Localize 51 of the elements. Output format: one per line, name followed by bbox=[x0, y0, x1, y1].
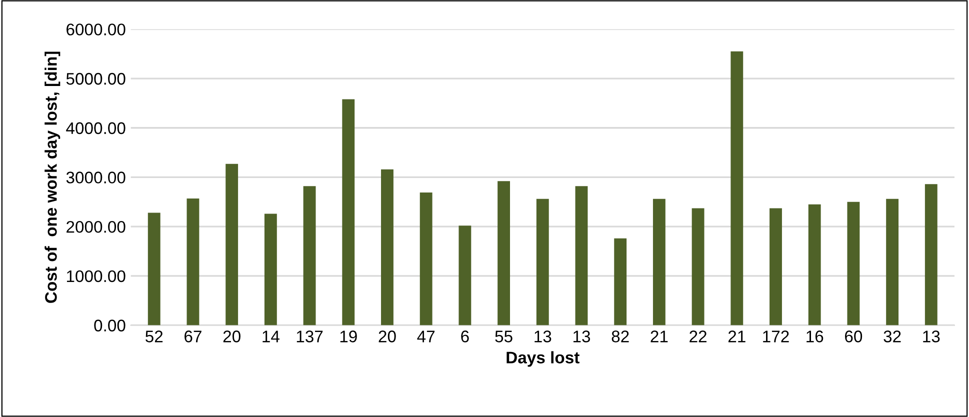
bar bbox=[420, 192, 432, 326]
x-tick-label: 13 bbox=[534, 330, 552, 342]
y-axis-title: Cost of one work day lost, [din] bbox=[44, 52, 60, 303]
bar bbox=[924, 184, 938, 326]
bar bbox=[847, 202, 860, 326]
x-tick-label: 6 bbox=[461, 330, 469, 342]
x-tick-label: 19 bbox=[340, 330, 357, 342]
x-tick-label: 22 bbox=[690, 330, 706, 342]
x-tick-label: 16 bbox=[806, 330, 824, 342]
x-tick-label: 32 bbox=[884, 330, 901, 342]
bar bbox=[536, 198, 549, 326]
bar bbox=[614, 238, 627, 326]
bar bbox=[886, 198, 899, 326]
y-tick-label: 2000.00 bbox=[66, 220, 126, 233]
x-axis-title: Days lost bbox=[506, 351, 580, 367]
y-tick-label: 6000.00 bbox=[66, 24, 126, 36]
bar bbox=[458, 226, 472, 326]
bar bbox=[303, 186, 316, 326]
bar bbox=[808, 204, 821, 326]
x-tick-label: 20 bbox=[223, 330, 240, 342]
x-tick-label: 47 bbox=[417, 330, 435, 342]
bar bbox=[498, 181, 510, 326]
x-tick-label: 52 bbox=[146, 330, 163, 342]
x-tick-label: 137 bbox=[296, 330, 323, 342]
bar bbox=[730, 51, 744, 326]
x-tick-label: 21 bbox=[728, 330, 746, 342]
bar bbox=[770, 208, 782, 326]
x-tick-label: 13 bbox=[923, 330, 940, 342]
x-tick-label: 60 bbox=[845, 330, 862, 342]
bar bbox=[264, 214, 277, 326]
bar bbox=[652, 198, 666, 326]
bar bbox=[186, 198, 200, 326]
y-tick-label: 1000.00 bbox=[66, 270, 126, 282]
bar bbox=[226, 164, 238, 326]
y-tick-label: 5000.00 bbox=[66, 72, 126, 85]
x-tick-label: 21 bbox=[650, 330, 668, 342]
bar bbox=[148, 212, 160, 326]
x-tick-label: 14 bbox=[262, 330, 280, 342]
x-tick-label: 67 bbox=[184, 330, 202, 342]
x-tick-label: 172 bbox=[763, 330, 789, 342]
x-tick-label: 13 bbox=[573, 330, 590, 342]
bar bbox=[692, 208, 704, 326]
x-tick-label: 20 bbox=[378, 330, 396, 342]
bar bbox=[342, 99, 355, 326]
x-tick-label: 82 bbox=[612, 330, 629, 342]
x-tick-label: 55 bbox=[495, 330, 512, 342]
y-tick-label: 0.00 bbox=[94, 320, 126, 332]
y-tick-label: 4000.00 bbox=[66, 122, 126, 134]
bar bbox=[575, 186, 588, 326]
bar bbox=[381, 169, 394, 326]
y-tick-label: 3000.00 bbox=[66, 172, 126, 184]
